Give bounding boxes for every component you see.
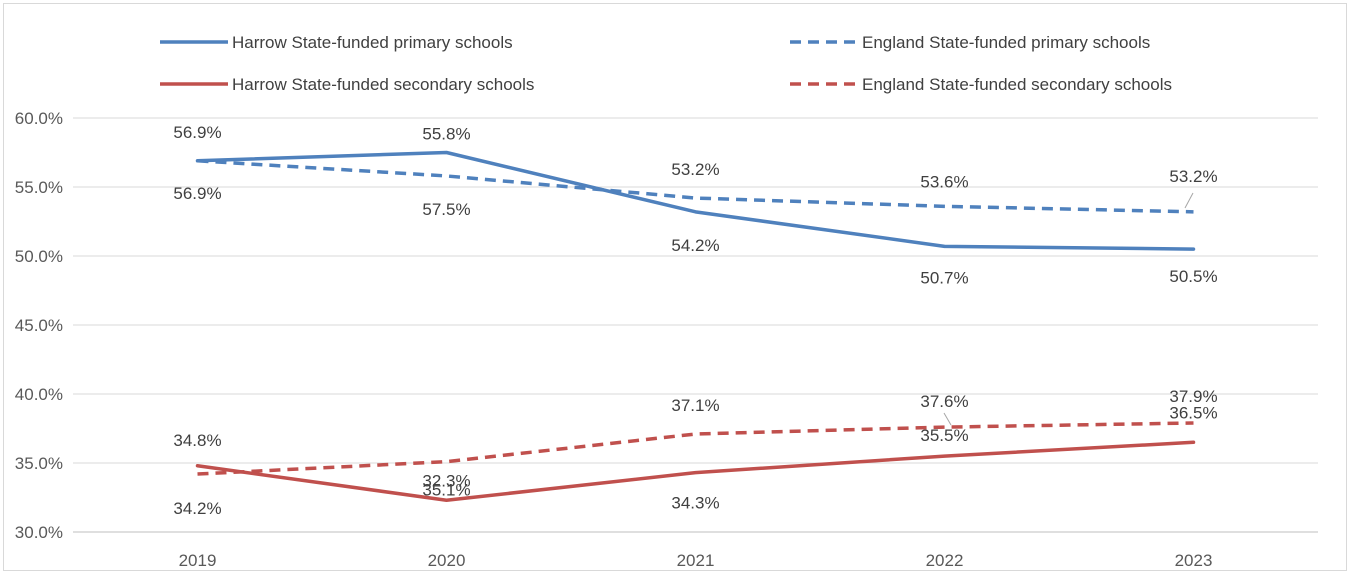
- data-label: 53.2%: [671, 160, 719, 179]
- x-tick-label: 2022: [926, 551, 964, 570]
- legend-label: England State-funded secondary schools: [862, 75, 1172, 94]
- y-tick-label: 30.0%: [15, 523, 63, 542]
- data-label: 50.7%: [920, 268, 968, 287]
- y-tick-label: 40.0%: [15, 385, 63, 404]
- x-tick-label: 2023: [1175, 551, 1213, 570]
- x-tick-label: 2021: [677, 551, 715, 570]
- data-label: 34.2%: [173, 499, 221, 518]
- data-label: 35.1%: [422, 481, 470, 500]
- data-label: 57.5%: [422, 200, 470, 219]
- data-label: 54.2%: [671, 236, 719, 255]
- legend-label: England State-funded primary schools: [862, 33, 1150, 52]
- data-label: 34.8%: [173, 431, 221, 450]
- data-label: 55.8%: [422, 125, 470, 144]
- y-tick-label: 35.0%: [15, 454, 63, 473]
- leader-line: [1184, 192, 1194, 209]
- data-label: 50.5%: [1169, 267, 1217, 286]
- x-tick-label: 2019: [179, 551, 217, 570]
- data-label: 53.6%: [920, 172, 968, 191]
- data-label: 56.9%: [173, 123, 221, 142]
- data-label: 36.5%: [1169, 403, 1217, 422]
- x-tick-label: 2020: [428, 551, 466, 570]
- data-label: 56.9%: [173, 184, 221, 203]
- legend-label: Harrow State-funded secondary schools: [232, 75, 534, 94]
- data-label: 37.1%: [671, 396, 719, 415]
- data-label: 37.9%: [1169, 387, 1217, 406]
- data-label: 37.6%: [920, 392, 968, 411]
- series-line-2: [197, 159, 1194, 214]
- data-label: 53.2%: [1169, 167, 1217, 186]
- legend-label: Harrow State-funded primary schools: [232, 33, 513, 52]
- series-line-1: [195, 150, 1196, 251]
- leader-line: [943, 412, 952, 426]
- data-label: 32.3%: [422, 471, 470, 490]
- data-label: 34.3%: [671, 494, 719, 513]
- y-tick-label: 60.0%: [15, 109, 63, 128]
- series-line-3: [195, 440, 1196, 503]
- y-tick-label: 55.0%: [15, 178, 63, 197]
- y-tick-label: 50.0%: [15, 247, 63, 266]
- data-label: 35.5%: [920, 426, 968, 445]
- series-line-4: [197, 421, 1194, 476]
- y-tick-label: 45.0%: [15, 316, 63, 335]
